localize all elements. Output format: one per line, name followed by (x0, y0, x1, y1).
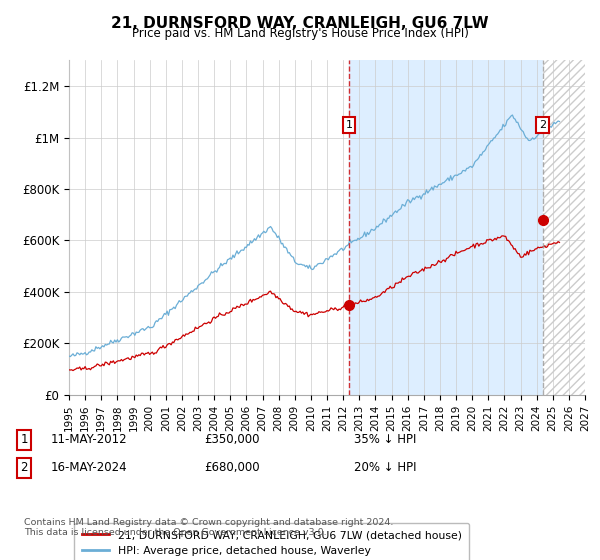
Legend: 21, DURNSFORD WAY, CRANLEIGH, GU6 7LW (detached house), HPI: Average price, deta: 21, DURNSFORD WAY, CRANLEIGH, GU6 7LW (d… (74, 522, 469, 560)
Text: 35% ↓ HPI: 35% ↓ HPI (354, 433, 416, 446)
Text: 2: 2 (20, 461, 28, 474)
Text: Contains HM Land Registry data © Crown copyright and database right 2024.
This d: Contains HM Land Registry data © Crown c… (24, 518, 394, 538)
Text: £680,000: £680,000 (204, 461, 260, 474)
Text: £350,000: £350,000 (204, 433, 260, 446)
Text: 11-MAY-2012: 11-MAY-2012 (51, 433, 128, 446)
Text: 16-MAY-2024: 16-MAY-2024 (51, 461, 128, 474)
Text: 2: 2 (539, 120, 546, 130)
Text: 1: 1 (346, 120, 353, 130)
Text: Price paid vs. HM Land Registry's House Price Index (HPI): Price paid vs. HM Land Registry's House … (131, 27, 469, 40)
Text: 21, DURNSFORD WAY, CRANLEIGH, GU6 7LW: 21, DURNSFORD WAY, CRANLEIGH, GU6 7LW (111, 16, 489, 31)
Bar (542, 60, 585, 395)
Bar (349, 60, 542, 395)
Text: 1: 1 (20, 433, 28, 446)
Text: 20% ↓ HPI: 20% ↓ HPI (354, 461, 416, 474)
Bar (542, 60, 585, 395)
